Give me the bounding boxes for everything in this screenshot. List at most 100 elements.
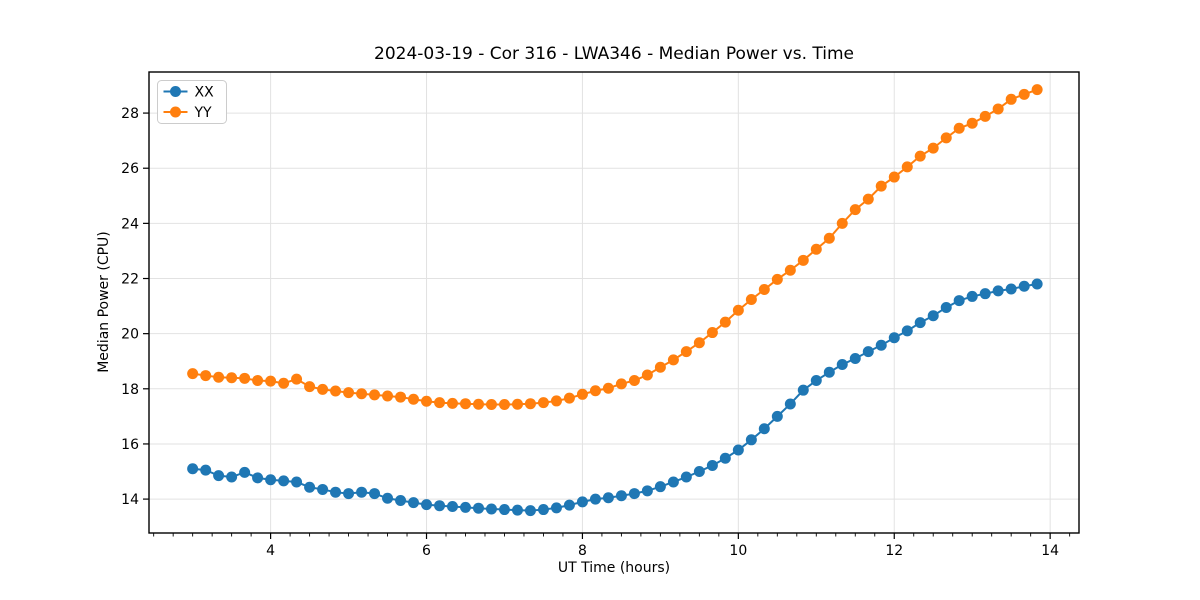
data-point xyxy=(563,392,575,404)
y-tick-label: 24 xyxy=(121,216,139,232)
data-point xyxy=(1031,84,1043,96)
data-point xyxy=(836,359,848,371)
data-point xyxy=(330,385,342,397)
data-point xyxy=(511,504,523,516)
data-point xyxy=(304,481,316,493)
data-point xyxy=(498,399,510,411)
data-point xyxy=(927,310,939,322)
data-point xyxy=(550,395,562,407)
data-point xyxy=(421,395,433,407)
x-tick-label: 4 xyxy=(266,543,275,559)
data-point xyxy=(771,410,783,422)
data-point xyxy=(1005,283,1017,295)
data-point xyxy=(979,110,991,122)
data-point xyxy=(810,375,822,387)
data-point xyxy=(979,288,991,300)
data-point xyxy=(187,368,199,380)
x-tick-label: 6 xyxy=(422,543,431,559)
x-tick-label: 14 xyxy=(1041,543,1059,559)
data-point xyxy=(758,284,770,296)
data-point xyxy=(576,496,588,508)
data-point xyxy=(875,339,887,351)
data-point xyxy=(667,476,679,488)
legend-marker-sample xyxy=(170,106,181,118)
data-point xyxy=(265,375,277,387)
data-point xyxy=(343,387,355,399)
data-point xyxy=(291,476,303,488)
data-point xyxy=(966,117,978,129)
data-point xyxy=(589,493,601,505)
data-point xyxy=(719,452,731,464)
data-point xyxy=(226,471,238,483)
data-point xyxy=(602,492,614,504)
data-point xyxy=(213,371,225,383)
data-point xyxy=(992,285,1004,297)
data-point xyxy=(862,193,874,205)
data-point xyxy=(784,264,796,276)
series-XX-markers xyxy=(187,278,1043,517)
data-point xyxy=(395,494,407,506)
legend-label-YY: YY xyxy=(194,105,213,121)
data-point xyxy=(810,243,822,255)
data-point xyxy=(213,470,225,482)
data-point xyxy=(901,161,913,173)
data-point xyxy=(641,485,653,497)
data-point xyxy=(278,475,290,487)
data-point xyxy=(875,180,887,192)
y-tick-label: 28 xyxy=(121,106,139,122)
data-point xyxy=(654,361,666,373)
legend-box xyxy=(157,80,227,124)
y-tick-label: 26 xyxy=(121,161,139,177)
data-point xyxy=(719,316,731,328)
data-point xyxy=(239,372,251,384)
data-point xyxy=(356,388,368,400)
data-point xyxy=(226,372,238,384)
data-point xyxy=(473,502,485,514)
data-point xyxy=(1018,88,1030,100)
data-point xyxy=(667,354,679,366)
data-point xyxy=(563,499,575,511)
data-point xyxy=(408,497,419,509)
data-point xyxy=(446,397,458,409)
data-point xyxy=(421,499,433,511)
data-point xyxy=(927,142,939,154)
data-point xyxy=(680,346,692,358)
data-point xyxy=(758,423,770,435)
data-point xyxy=(1018,280,1030,292)
data-point xyxy=(849,352,861,364)
data-point xyxy=(382,390,394,402)
data-point xyxy=(641,369,653,381)
data-point xyxy=(836,217,848,229)
data-point xyxy=(537,504,549,516)
series-YY-markers xyxy=(187,84,1043,411)
data-point xyxy=(291,373,303,385)
data-point xyxy=(252,472,264,484)
data-point xyxy=(706,327,718,339)
data-point xyxy=(200,370,212,382)
data-point xyxy=(200,464,212,476)
data-point xyxy=(278,377,290,389)
data-point xyxy=(732,304,744,316)
data-point xyxy=(914,317,926,329)
y-tick-label: 20 xyxy=(121,327,139,343)
data-point xyxy=(901,325,913,337)
data-point xyxy=(823,232,835,244)
data-point xyxy=(187,463,199,475)
data-point xyxy=(252,375,264,387)
data-point xyxy=(732,444,744,456)
data-point xyxy=(745,293,757,305)
data-point xyxy=(680,471,692,483)
data-point xyxy=(693,337,705,349)
y-axis-label: Median Power (CPU) xyxy=(96,231,112,373)
data-point xyxy=(589,385,601,397)
data-point xyxy=(550,502,562,514)
data-point xyxy=(771,273,783,285)
data-point xyxy=(888,171,900,183)
data-point xyxy=(797,384,809,396)
y-tick-label: 18 xyxy=(121,382,139,398)
data-point xyxy=(537,397,549,409)
data-point xyxy=(862,346,874,358)
legend: XX YY xyxy=(157,80,227,124)
data-point xyxy=(369,389,381,401)
